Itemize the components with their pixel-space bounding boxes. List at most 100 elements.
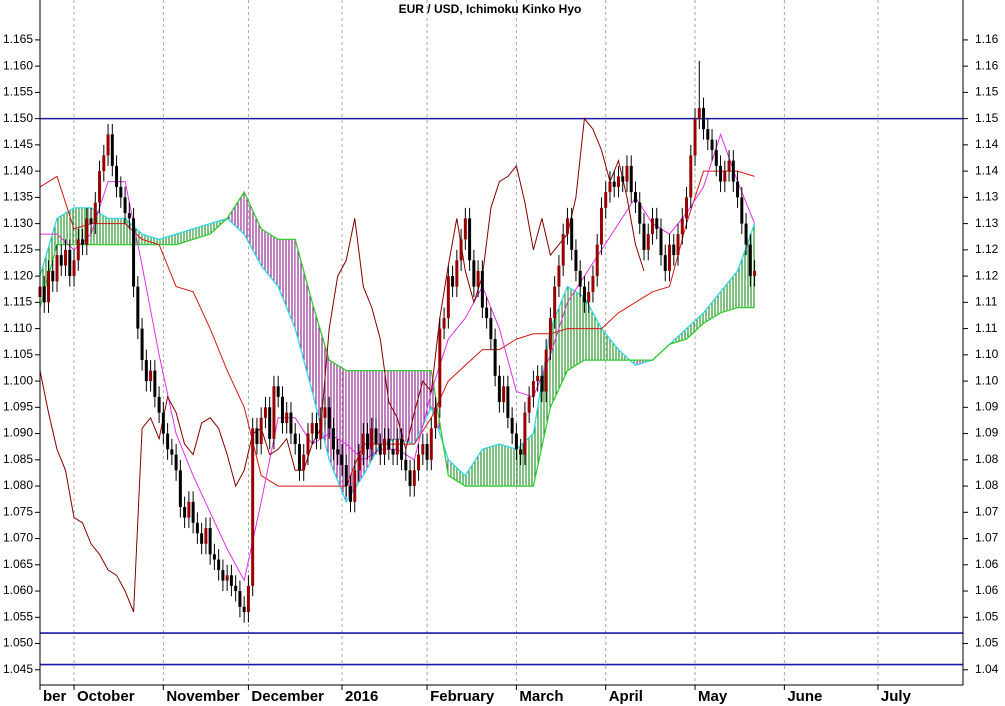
y-tick-label: 1.065 [3, 557, 33, 571]
candle-body [366, 433, 370, 450]
y2-tick-label: 1.09 [975, 426, 999, 440]
candle-body [89, 218, 93, 224]
cloud-segment [414, 370, 432, 445]
candle-body [238, 591, 242, 607]
candle-body [217, 559, 221, 571]
indicator-line [39, 117, 645, 613]
cloud-segment [448, 459, 466, 487]
y-tick-label: 1.085 [3, 452, 33, 466]
candle-body [383, 438, 387, 455]
y2-tick-label: 1.16 [975, 58, 999, 72]
candle-body [638, 202, 642, 224]
candle-body [595, 244, 599, 277]
y-tick-label: 1.145 [3, 137, 33, 151]
y2-tick-label: 1.12 [975, 268, 999, 282]
x-tick-label: November [166, 688, 240, 705]
cloud-segment [142, 234, 160, 245]
candle-body [183, 507, 187, 518]
y2-tick-label: 1.14 [975, 163, 999, 177]
candle-body [302, 454, 306, 471]
y2-tick-label: 1.15 [975, 85, 999, 99]
candle-body [297, 444, 301, 471]
candle-body [225, 575, 229, 581]
candle-body [64, 249, 68, 266]
candle-body [229, 575, 233, 586]
candles-layer [38, 60, 757, 623]
candle-body [697, 108, 701, 119]
candle-body [663, 255, 667, 271]
y-tick-label: 1.125 [3, 242, 33, 256]
candle-body [242, 606, 246, 613]
candle-body [689, 155, 693, 198]
candle-body [527, 396, 531, 413]
y-tick-label: 1.150 [3, 111, 33, 125]
candle-body [115, 165, 119, 187]
cloud-segment [601, 328, 619, 361]
candle-body [548, 318, 552, 350]
y-tick-label: 1.165 [3, 32, 33, 46]
y-tick-label: 1.080 [3, 478, 33, 492]
candle-body [204, 528, 208, 544]
y-tick-label: 1.060 [3, 583, 33, 597]
candle-body [612, 181, 616, 187]
y2-tick-label: 1.12 [975, 242, 999, 256]
candle-body [395, 438, 399, 455]
candle-body [714, 150, 718, 166]
candle-body [212, 554, 216, 560]
candle-body [710, 139, 714, 151]
candle-body [646, 234, 650, 250]
y2-tick-label: 1.10 [975, 373, 999, 387]
y2-tick-label: 1.08 [975, 478, 999, 492]
candle-body [323, 407, 327, 418]
candle-body [327, 407, 331, 429]
x-tick-label: March [519, 688, 563, 705]
cloud-segment [159, 234, 177, 245]
y2-tick-label: 1.15 [975, 111, 999, 125]
candle-body [446, 276, 450, 319]
candle-body [51, 270, 55, 282]
candle-body [157, 396, 161, 413]
candle-body [276, 386, 280, 397]
candle-body [412, 470, 416, 487]
cloud-segment [465, 449, 483, 487]
candle-body [234, 585, 238, 592]
candle-body [353, 470, 357, 502]
candle-body [93, 202, 97, 224]
candle-body [438, 328, 442, 408]
candle-body [650, 218, 654, 235]
cloud-segment [244, 192, 262, 266]
candle-body [451, 276, 455, 287]
y-tick-label: 1.055 [3, 609, 33, 623]
candle-body [221, 570, 225, 581]
candle-body [208, 528, 212, 555]
y2-tick-label: 1.16 [975, 32, 999, 46]
candle-body [672, 244, 676, 256]
cloud-segment [295, 239, 313, 392]
candle-body [455, 260, 459, 287]
candle-body [361, 433, 365, 455]
candle-body [442, 318, 446, 329]
candle-body [565, 218, 569, 235]
candle-body [425, 444, 429, 460]
candle-body [744, 223, 748, 245]
candle-body [378, 444, 382, 455]
candle-body [578, 270, 582, 287]
candle-body [497, 375, 501, 403]
candle-body [544, 349, 548, 392]
y-tick-label: 1.140 [3, 163, 33, 177]
y-tick-label: 1.135 [3, 190, 33, 204]
candle-body [251, 428, 255, 586]
candle-body [723, 171, 727, 182]
candle-body [463, 218, 467, 240]
candle-body [310, 423, 314, 434]
candle-body [476, 270, 480, 287]
x-tick-label: ber [43, 688, 67, 705]
candle-body [421, 444, 425, 455]
candle-body [123, 197, 127, 214]
candle-body [85, 218, 89, 245]
candle-body [608, 181, 612, 193]
cloud-segment [193, 223, 211, 240]
candle-body [161, 412, 165, 434]
cloud-segment [499, 444, 517, 487]
